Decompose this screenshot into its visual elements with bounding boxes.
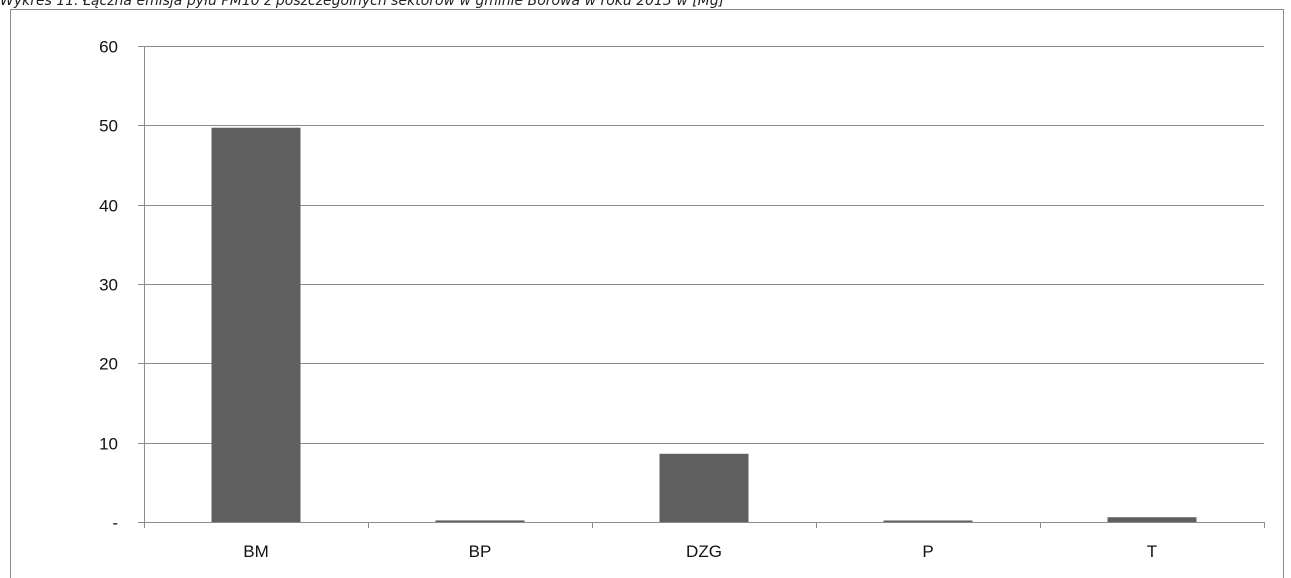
x-tick-label: DZG xyxy=(686,542,722,561)
bar-t xyxy=(1107,517,1197,522)
bar-dzg xyxy=(659,453,749,522)
y-tick-label: 50 xyxy=(99,117,118,136)
gridlines xyxy=(144,46,1264,444)
axes xyxy=(138,46,1265,528)
bar-bm xyxy=(211,127,301,523)
chart-caption: Wykres 11. Łączna emisja pyłu PM10 z pos… xyxy=(0,0,725,9)
bars xyxy=(211,127,1197,523)
y-tick-label: 60 xyxy=(99,38,118,57)
x-tick-label: P xyxy=(922,542,933,561)
x-tick-label: BM xyxy=(243,542,269,561)
y-tick-label: - xyxy=(112,514,118,533)
y-tick-label: 30 xyxy=(99,276,118,295)
y-tick-label: 20 xyxy=(99,355,118,374)
x-tick-label: T xyxy=(1147,542,1157,561)
x-tick-label: BP xyxy=(469,542,492,561)
y-tick-label: 10 xyxy=(99,435,118,454)
bar-bp xyxy=(435,520,525,522)
bar-p xyxy=(883,520,973,522)
chart-frame xyxy=(10,9,1284,578)
labels: - 10 20 30 40 50 60 BM BP DZG P T xyxy=(99,38,1157,562)
y-tick-label: 40 xyxy=(99,197,118,216)
